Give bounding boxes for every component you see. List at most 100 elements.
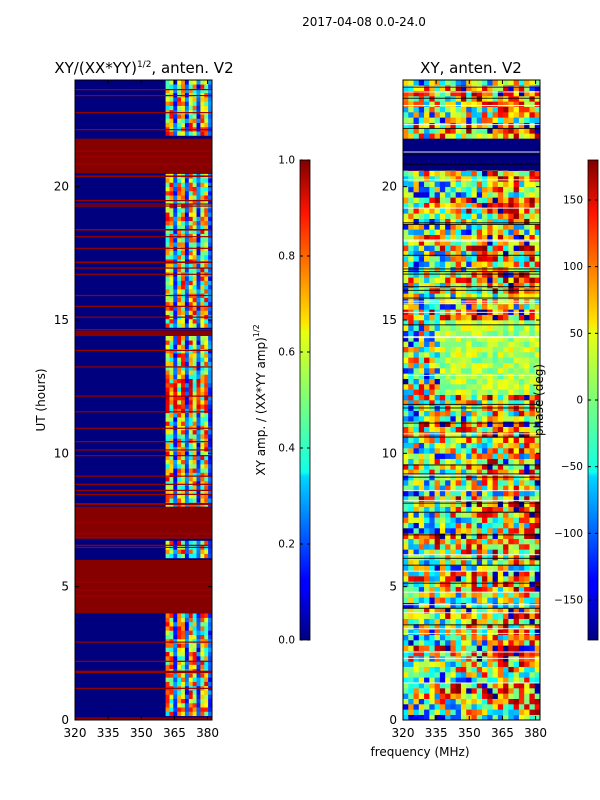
phase-cell: [482, 501, 488, 507]
phase-cell: [482, 416, 488, 422]
amplitude-cell: [204, 481, 209, 486]
amplitude-cell: [196, 549, 201, 554]
phase-cell: [513, 490, 520, 497]
phase-cell: [418, 314, 425, 321]
phase-cell: [439, 592, 446, 598]
phase-cell: [466, 208, 472, 214]
phase-cell: [424, 384, 430, 390]
phase-cell: [508, 368, 514, 374]
amplitude-cell: [192, 553, 197, 559]
phase-cell: [413, 517, 420, 523]
phase-cell: [524, 314, 530, 321]
amplitude-cell: [169, 664, 174, 670]
phase-cell: [460, 186, 467, 193]
phase-cell: [482, 229, 488, 235]
phase-cell: [508, 576, 514, 582]
phase-cell: [513, 346, 520, 353]
phase-cell: [418, 570, 425, 577]
phase-cell: [518, 128, 525, 134]
phase-cell: [471, 208, 478, 214]
amplitude-cell: [173, 681, 178, 687]
phase-cell: [403, 213, 409, 219]
amplitude-cell: [184, 540, 190, 546]
phase-cell: [471, 490, 478, 497]
phase-cell: [497, 560, 504, 566]
phase-cell: [418, 277, 425, 283]
amplitude-cell: [169, 289, 174, 294]
amplitude-cell: [165, 114, 170, 119]
phase-cell: [429, 229, 435, 235]
phase-cell: [497, 384, 504, 390]
phase-cell: [403, 677, 409, 683]
amplitude-cell: [192, 412, 197, 418]
phase-cell: [497, 229, 504, 235]
phase-cell: [534, 640, 540, 646]
amplitude-cell: [165, 254, 170, 260]
phase-cell: [518, 650, 525, 657]
amplitude-cell: [204, 301, 209, 307]
amplitude-cell: [204, 122, 209, 128]
phase-cell: [418, 128, 425, 134]
phase-cell: [529, 170, 536, 177]
phase-cell: [482, 464, 488, 470]
phase-cell: [424, 512, 430, 518]
phase-cell: [466, 448, 472, 454]
phase-cell: [403, 581, 409, 587]
phase-cell: [476, 256, 483, 262]
phase-cell: [418, 528, 425, 534]
phase-cell: [518, 293, 525, 299]
amplitude-cell: [192, 421, 197, 426]
phase-ytick-label: 5: [389, 580, 397, 594]
amplitude-panel-title: XY/(XX*YY)1/2, anten. V2: [54, 59, 233, 77]
amplitude-cell: [184, 621, 190, 627]
phase-rfi-line: [403, 582, 540, 584]
phase-cell: [529, 384, 536, 390]
phase-cell: [429, 533, 435, 539]
phase-cell: [487, 368, 493, 374]
phase-cell: [513, 357, 520, 363]
phase-cell: [408, 496, 414, 502]
phase-cell: [466, 544, 472, 550]
amplitude-cell: [165, 634, 170, 640]
phase-cell: [503, 181, 509, 187]
phase-cell: [445, 597, 451, 603]
phase-cell: [524, 122, 530, 129]
phase-cell: [418, 538, 425, 545]
phase-cell: [476, 522, 483, 529]
amplitude-cell: [181, 634, 186, 640]
phase-cell: [476, 346, 483, 353]
phase-cell: [466, 421, 472, 427]
amplitude-cell: [200, 114, 205, 119]
phase-cell: [524, 373, 530, 379]
phase-cell: [439, 250, 446, 257]
phase-cell: [529, 698, 536, 705]
amplitude-cell: [165, 417, 170, 422]
amplitude-cell: [165, 310, 170, 315]
phase-cell: [487, 186, 493, 193]
phase-cell: [534, 106, 540, 113]
amplitude-cell: [188, 310, 193, 315]
amplitude-cell: [192, 673, 197, 678]
phase-cell: [418, 650, 425, 657]
phase-cell: [429, 506, 435, 513]
amplitude-cell: [192, 220, 197, 226]
phase-cell: [513, 192, 520, 198]
phase-cell: [466, 554, 472, 561]
phase-cell: [529, 586, 536, 593]
phase-cell: [460, 442, 467, 449]
amplitude-cell: [200, 378, 205, 384]
phase-cell: [513, 432, 520, 438]
phase-cell: [524, 602, 530, 609]
phase-cell: [487, 592, 493, 598]
phase-cell: [471, 560, 478, 566]
phase-cell: [524, 458, 530, 465]
phase-cell: [508, 544, 514, 550]
phase-cell: [450, 544, 456, 550]
phase-cell: [503, 336, 509, 342]
phase-cell: [429, 666, 435, 673]
phase-cell: [503, 186, 509, 193]
amplitude-cell: [177, 284, 182, 290]
phase-cell: [466, 261, 472, 267]
phase-cell: [429, 117, 435, 123]
phase-cell: [471, 672, 478, 678]
